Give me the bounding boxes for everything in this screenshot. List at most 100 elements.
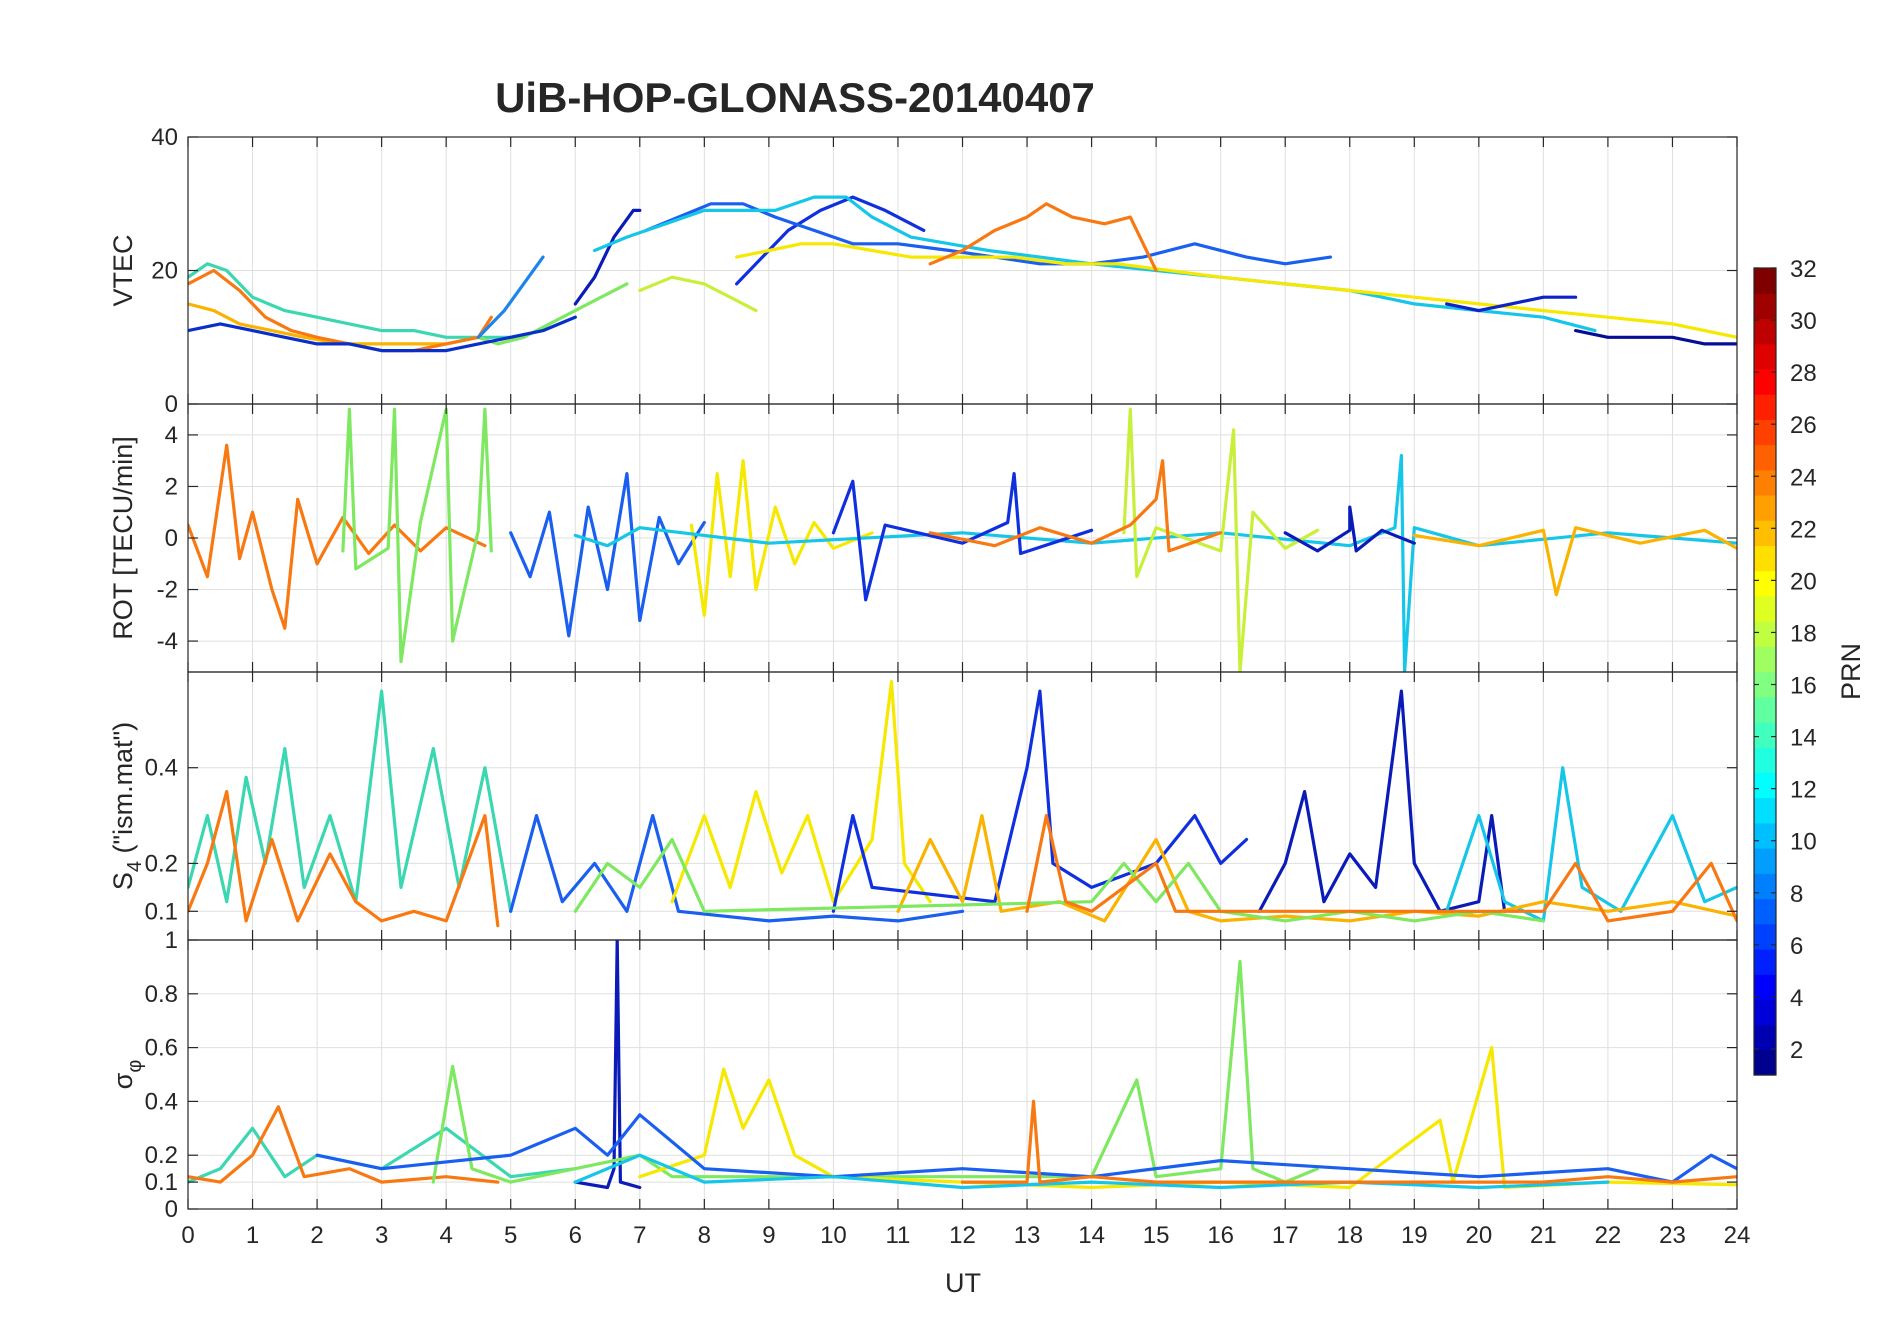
x-tick-label: 9: [762, 1222, 775, 1249]
colorbar-swatch: [1754, 545, 1776, 572]
y-tick-label: 0.6: [145, 1035, 178, 1062]
y-tick-label: 40: [151, 124, 178, 151]
x-tick-label: 21: [1530, 1222, 1557, 1249]
x-tick-label: 20: [1465, 1222, 1492, 1249]
series-prn-2: [573, 940, 642, 1190]
y-tick-label: 0.4: [145, 1088, 178, 1115]
y-axis-label: S4 ("ism.mat"): [108, 722, 146, 890]
series-prn-12: [1445, 766, 1737, 923]
series-prn-22: [1412, 526, 1737, 597]
series-prn-16: [476, 282, 629, 346]
x-axis-label: UT: [945, 1268, 981, 1298]
x-tick-label: 17: [1272, 1222, 1299, 1249]
x-tick-label: 4: [439, 1222, 452, 1249]
colorbar-swatch: [1754, 646, 1776, 673]
panel-s4: 0.1 0.2 0.4S4 ("ism.mat"): [108, 671, 1738, 941]
x-tick-label: 24: [1724, 1222, 1751, 1249]
y-tick-label: 0.4: [145, 755, 178, 782]
y-tick-label: 1: [165, 927, 178, 954]
colorbar-tick-label: 6: [1790, 933, 1803, 960]
colorbar-swatch: [1754, 671, 1776, 698]
series-group: [188, 680, 1737, 928]
series-prn-12: [573, 453, 1737, 672]
y-tick-label: 0.1: [145, 1169, 178, 1196]
y-axis-label: VTEC: [108, 234, 138, 306]
x-tick-label: 3: [375, 1222, 388, 1249]
x-tick-label: 2: [310, 1222, 323, 1249]
series-prn-8: [509, 472, 706, 638]
colorbar-swatch: [1754, 898, 1776, 925]
series-prn-24: [188, 1105, 500, 1184]
colorbar-swatch: [1754, 520, 1776, 547]
panel-vtec: 0 20 40 VTEC: [108, 124, 1738, 418]
colorbar-tick-label: 4: [1790, 985, 1803, 1012]
y-tick-label: 4: [165, 422, 178, 449]
colorbar-swatch: [1754, 268, 1776, 294]
colorbar-tick-label: 26: [1790, 412, 1817, 439]
series-prn-20: [735, 242, 1737, 339]
x-tick-label: 16: [1207, 1222, 1234, 1249]
y-tick-label: 20: [151, 258, 178, 285]
series-prn-18: [1122, 407, 1320, 672]
colorbar-swatch: [1754, 318, 1776, 345]
colorbar-tick-label: 32: [1790, 256, 1817, 283]
x-tick-label: 19: [1401, 1222, 1428, 1249]
x-tick-label: 15: [1143, 1222, 1170, 1249]
x-tick-label: 6: [569, 1222, 582, 1249]
series-prn-24b: [928, 459, 1223, 553]
series-group: [188, 195, 1737, 353]
colorbar-tick-label: 22: [1790, 516, 1817, 543]
x-tick-label: 1: [246, 1222, 259, 1249]
colorbar-swatch: [1754, 797, 1776, 824]
series-prn-4: [831, 689, 1249, 913]
series-prn-22: [188, 302, 480, 346]
colorbar-swatch: [1754, 848, 1776, 874]
y-tick-label: 0.2: [145, 850, 178, 877]
series-prn-4: [831, 472, 1094, 602]
colorbar-swatch: [1754, 494, 1776, 521]
x-tick-label: 8: [698, 1222, 711, 1249]
x-tick-label: 13: [1014, 1222, 1041, 1249]
y-tick-label: 0.8: [145, 981, 178, 1008]
y-tick-label: 0.2: [145, 1142, 178, 1169]
series-prn-20: [689, 459, 874, 617]
colorbar-tick-label: 8: [1790, 881, 1803, 908]
series-prn-20: [638, 1046, 1737, 1190]
colorbar-swatch: [1754, 873, 1776, 900]
y-tick-label: 0.1: [145, 898, 178, 925]
series-prn-22: [896, 814, 1737, 923]
series-prn-24: [188, 268, 493, 353]
series-prn-2: [1283, 505, 1416, 553]
series-prn-24b: [928, 202, 1158, 273]
colorbar-tick-label: 18: [1790, 620, 1817, 647]
colorbar-swatch: [1754, 469, 1776, 496]
x-tick-label: 18: [1336, 1222, 1363, 1249]
series-prn-8: [644, 202, 1332, 266]
series-prn-18: [638, 275, 758, 313]
y-tick-label: -4: [157, 628, 178, 655]
colorbar-swatch: [1754, 772, 1776, 799]
colorbar-tick-label: 28: [1790, 360, 1817, 387]
colorbar-swatch: [1754, 1049, 1776, 1076]
series-prn-2: [573, 208, 642, 306]
y-tick-label: 0: [165, 525, 178, 552]
series-prn-24: [188, 443, 487, 630]
x-tick-label: 12: [949, 1222, 976, 1249]
series-prn-8: [315, 1113, 1737, 1184]
series-prn-4: [735, 195, 926, 286]
colorbar-tick-label: 2: [1790, 1037, 1803, 1064]
x-tick-label: 11: [885, 1222, 910, 1249]
colorbar-label: PRN: [1836, 643, 1866, 700]
series-prn-2: [1257, 689, 1507, 913]
series-prn-16: [431, 959, 1320, 1184]
x-tick-label: 22: [1595, 1222, 1622, 1249]
colorbar-swatch: [1754, 570, 1776, 597]
colorbar-swatch: [1754, 444, 1776, 471]
colorbar-swatch: [1754, 1024, 1776, 1051]
colorbar-swatch: [1754, 974, 1776, 1000]
colorbar-tick-label: 24: [1790, 464, 1817, 491]
series-prn-1: [1574, 329, 1737, 346]
y-axis-label: ROT [TECU/min]: [108, 436, 138, 640]
x-tick-label: 0: [181, 1222, 194, 1249]
